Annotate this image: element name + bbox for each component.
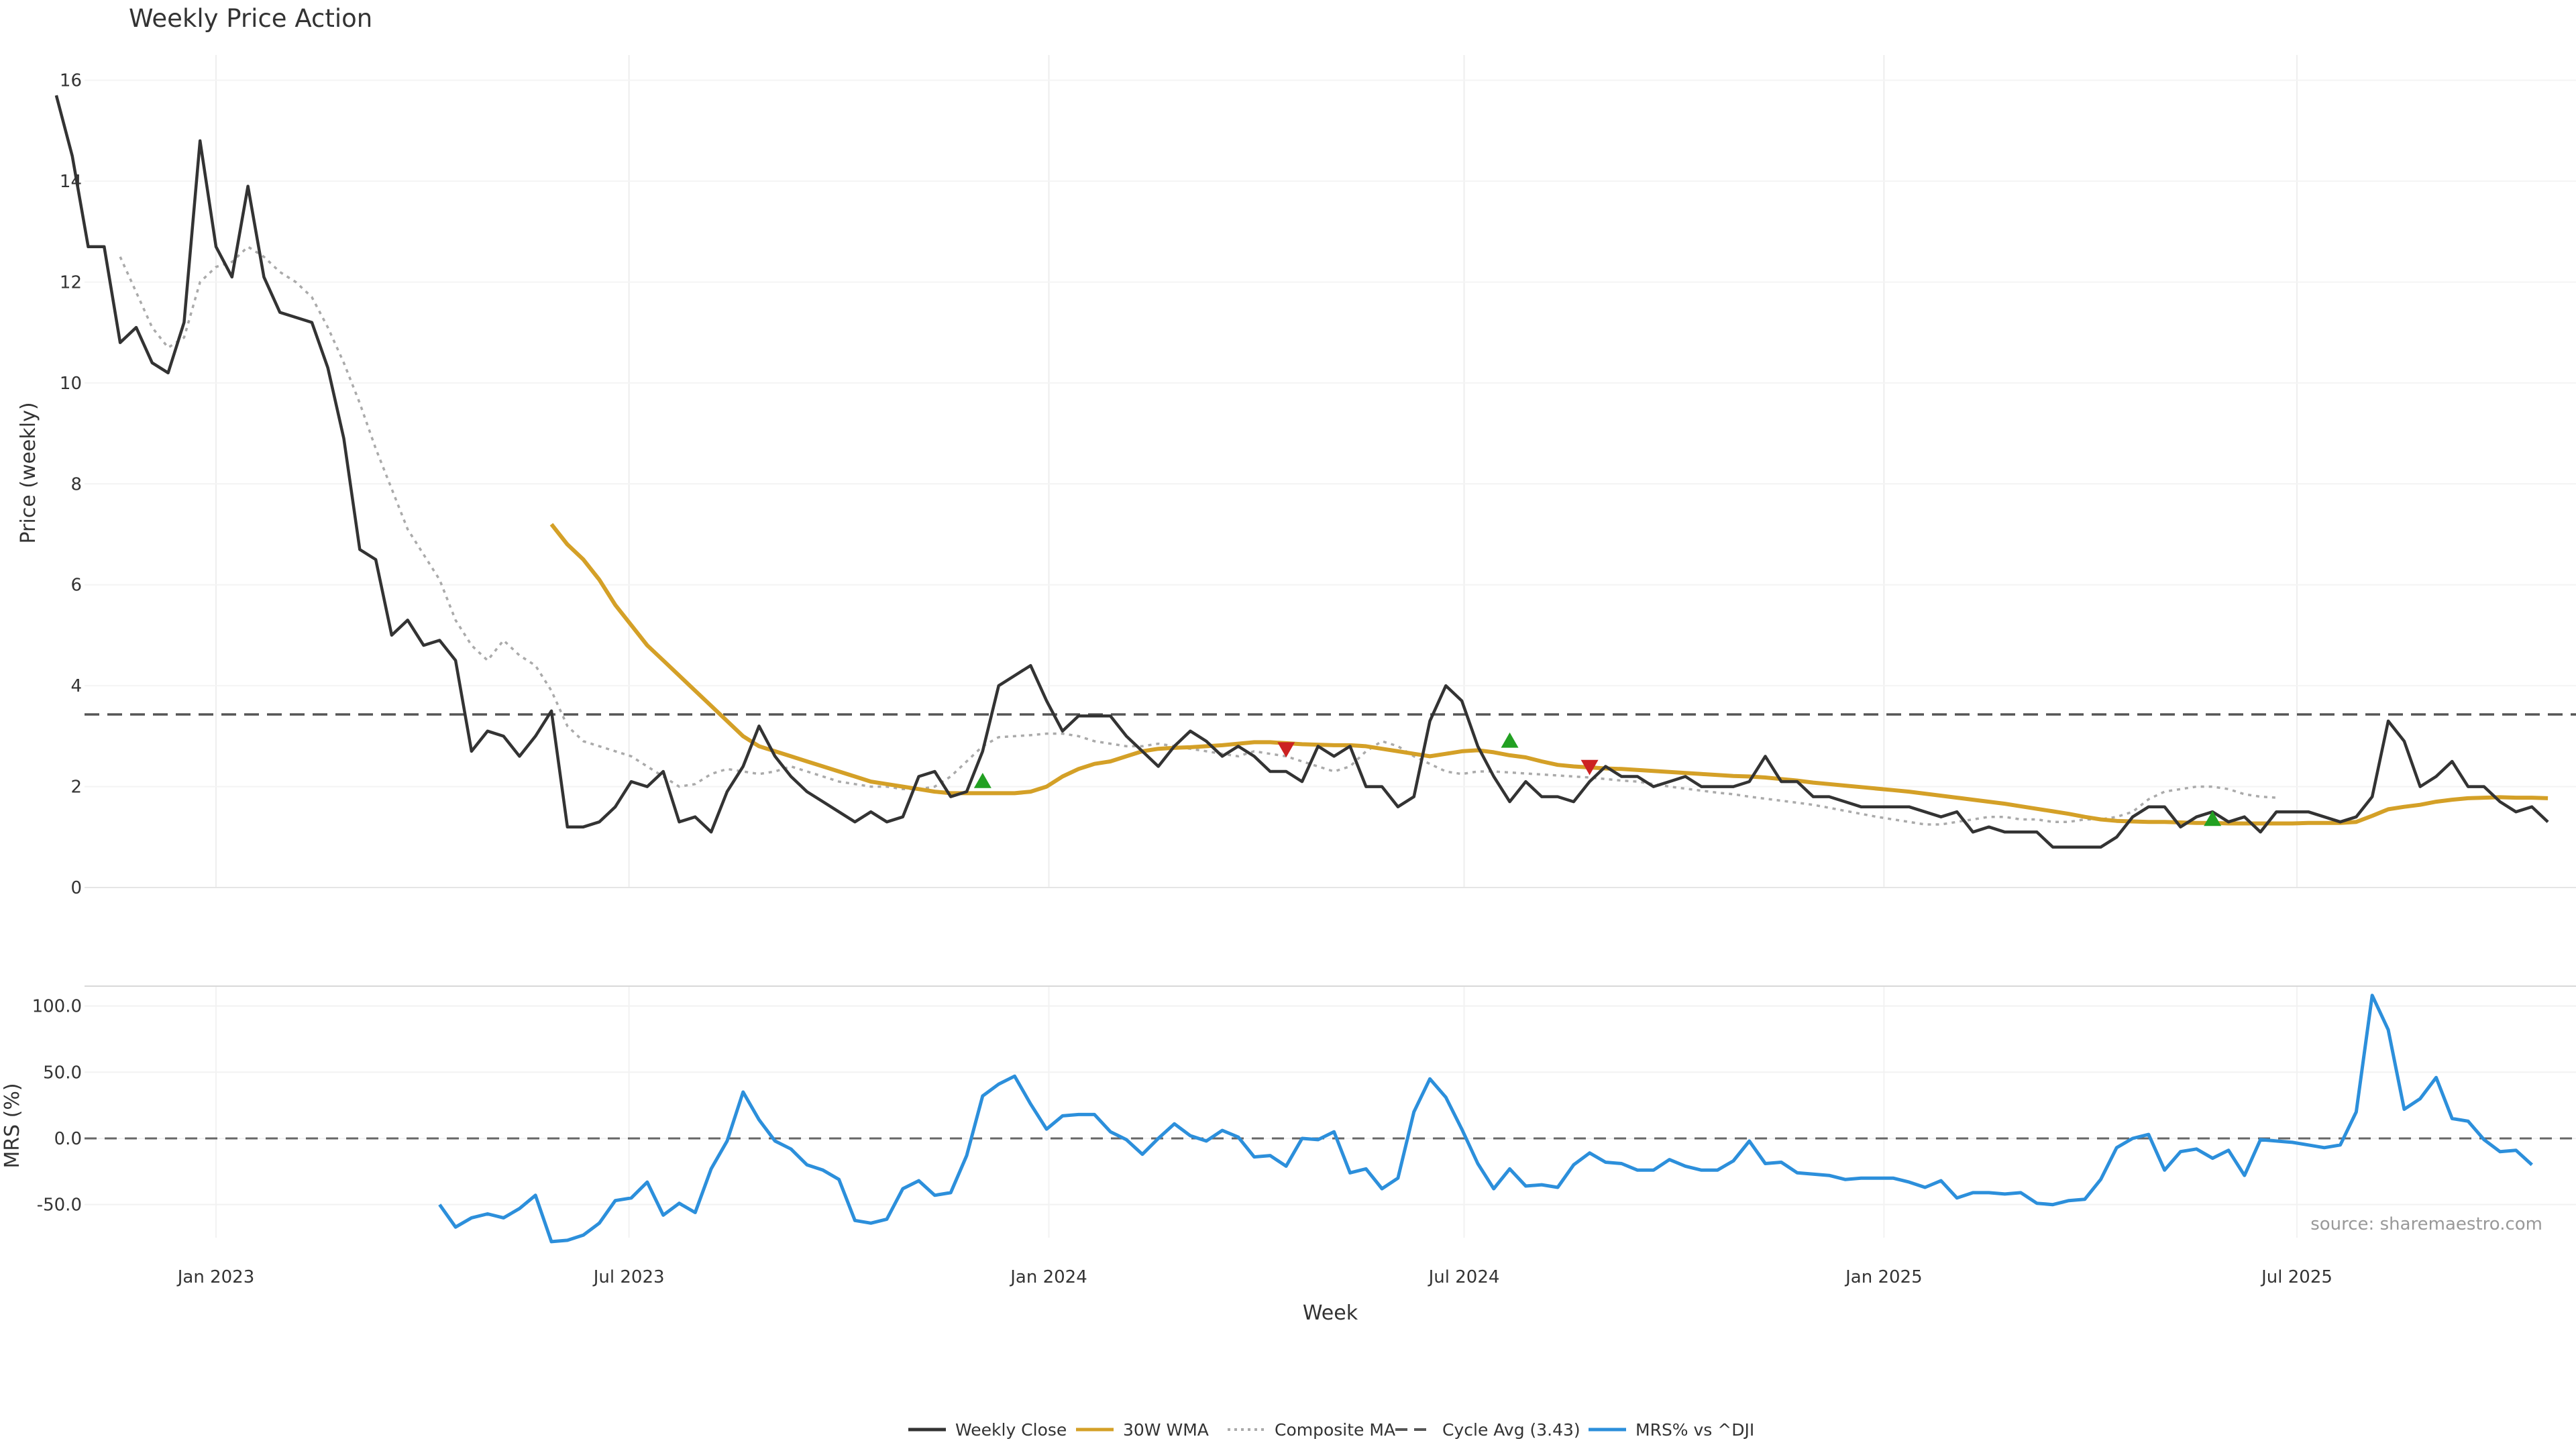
x-tick-label-3: Jul 2024 xyxy=(1428,1267,1500,1287)
legend-label-cycle: Cycle Avg (3.43) xyxy=(1442,1420,1580,1440)
legend-label-wma: 30W WMA xyxy=(1123,1420,1209,1440)
price-tick-label-1: 2 xyxy=(70,777,82,798)
x-tick-label-0: Jan 2023 xyxy=(176,1267,255,1287)
reference-lines xyxy=(85,713,2576,1140)
mrs-line xyxy=(438,994,2533,1244)
x-tick-label-2: Jan 2024 xyxy=(1009,1267,1087,1287)
legend-label-composite: Composite MA xyxy=(1275,1420,1395,1440)
buy-marker-4 xyxy=(2204,810,2222,826)
price-tick-label-2: 4 xyxy=(70,676,82,696)
sell-marker-3 xyxy=(1580,759,1599,775)
buy-marker-0 xyxy=(973,773,991,788)
legend-item-close: Weekly Close xyxy=(908,1420,1067,1440)
weekly-close-line xyxy=(54,95,2549,849)
legend-item-wma: 30W WMA xyxy=(1076,1420,1209,1440)
signal-markers xyxy=(973,732,2222,826)
legend-label-close: Weekly Close xyxy=(955,1420,1067,1440)
buy-marker-2 xyxy=(1501,732,1519,748)
sell-marker-1 xyxy=(1277,742,1295,758)
x-axis-label: Week xyxy=(1303,1301,1358,1325)
legend: Weekly Close 30W WMA Composite MA Cycle Avg… xyxy=(908,1420,1754,1440)
mrs-tick-label-3: 100.0 xyxy=(32,997,82,1017)
tick-labels: Jan 2023 Jul 2023 Jan 2024 Jul 2024 Jan 2025… xyxy=(32,71,2332,1287)
price-tick-label-0: 0 xyxy=(70,878,82,898)
legend-label-mrs: MRS% vs ^DJI xyxy=(1635,1420,1754,1440)
legend-item-mrs: MRS% vs ^DJI xyxy=(1589,1420,1754,1440)
x-tick-label-5: Jul 2025 xyxy=(2260,1267,2332,1287)
price-tick-label-6: 12 xyxy=(60,272,82,292)
price-tick-label-8: 16 xyxy=(60,71,82,91)
price-tick-label-7: 14 xyxy=(60,172,82,192)
legend-item-cycle: Cycle Avg (3.43) xyxy=(1395,1420,1580,1440)
mrs-axis-label: MRS (%) xyxy=(1,1083,24,1168)
price-tick-label-3: 6 xyxy=(70,576,82,596)
source-note: source: sharemaestro.com xyxy=(2310,1214,2542,1234)
x-tick-label-1: Jul 2023 xyxy=(592,1267,665,1287)
price-tick-label-4: 8 xyxy=(70,474,82,494)
price-axis-label: Price (weekly) xyxy=(17,402,40,543)
legend-item-composite: Composite MA xyxy=(1228,1420,1395,1440)
mrs-tick-label-0: -50.0 xyxy=(37,1195,82,1216)
composite-ma-line xyxy=(119,246,2277,826)
x-tick-label-4: Jan 2025 xyxy=(1844,1267,1923,1287)
chart-title: Weekly Price Action xyxy=(129,4,372,33)
price-tick-label-5: 10 xyxy=(60,374,82,394)
mrs-tick-label-2: 50.0 xyxy=(43,1063,82,1083)
mrs-tick-label-1: 0.0 xyxy=(54,1129,82,1149)
